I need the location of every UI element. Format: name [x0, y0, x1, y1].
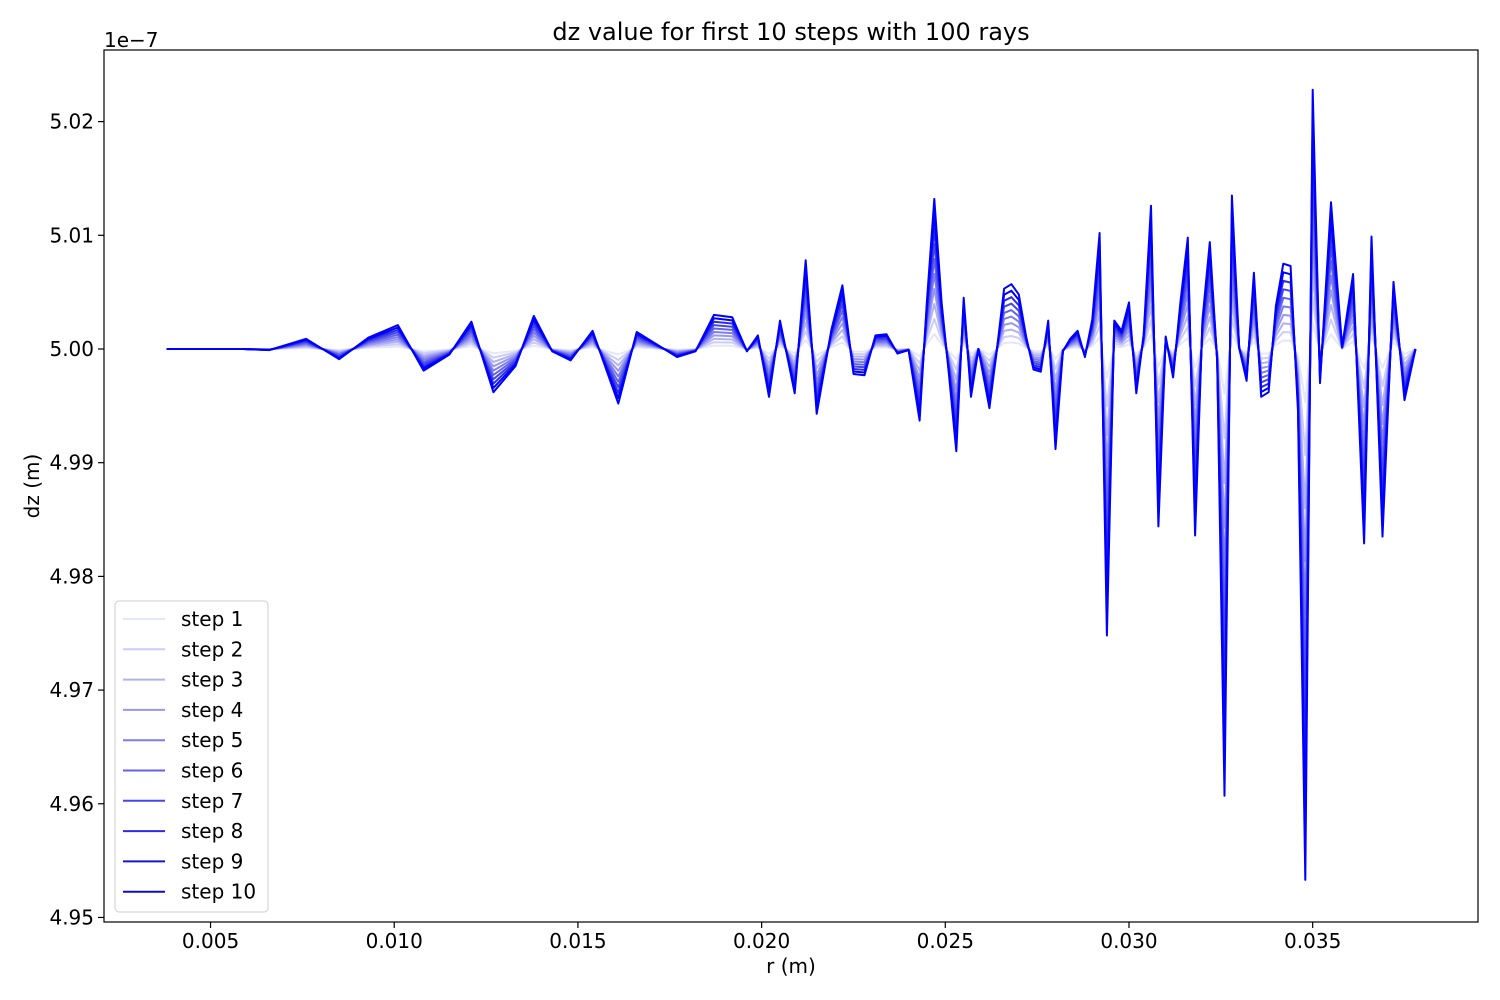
legend-label: step 1	[181, 607, 243, 631]
series-layer	[166, 88, 1417, 881]
x-axis-label: r (m)	[766, 954, 816, 978]
legend-label: step 10	[181, 880, 256, 904]
y-tick-label: 5.00	[49, 337, 94, 361]
y-axis: 4.95 4.96 4.97 4.98 4.99 5.00 5.01 5.02	[49, 110, 104, 929]
x-tick-label: 0.010	[366, 929, 423, 953]
y-tick-label: 4.99	[49, 451, 94, 475]
series-line-step-10	[166, 88, 1417, 881]
y-tick-label: 5.01	[49, 223, 94, 247]
legend-label: step 3	[181, 668, 243, 692]
legend: step 1 step 2 step 3 step 4 step 5 step 6 step…	[114, 600, 269, 913]
x-axis: 0.005 0.010 0.015 0.020 0.025 0.030 0.035	[182, 922, 1341, 953]
plot-frame	[103, 49, 1479, 923]
legend-label: step 8	[181, 819, 243, 843]
y-tick-label: 5.02	[49, 110, 94, 134]
x-tick-label: 0.030	[1100, 929, 1157, 953]
x-tick-label: 0.015	[549, 929, 606, 953]
y-tick-label: 4.95	[49, 905, 94, 929]
x-tick-label: 0.020	[733, 929, 790, 953]
chart-title: dz value for first 10 steps with 100 ray…	[552, 18, 1029, 46]
legend-label: step 6	[181, 759, 243, 783]
x-tick-label: 0.035	[1284, 929, 1341, 953]
legend-label: step 9	[181, 849, 243, 873]
y-axis-label: dz (m)	[20, 454, 44, 519]
y-offset-text: 1e−7	[104, 28, 159, 52]
x-tick-label: 0.005	[182, 929, 239, 953]
x-tick-label: 0.025	[917, 929, 974, 953]
legend-label: step 4	[181, 698, 243, 722]
legend-label: step 7	[181, 789, 243, 813]
legend-label: step 5	[181, 728, 243, 752]
y-tick-label: 4.98	[49, 564, 94, 588]
legend-label: step 2	[181, 637, 243, 661]
y-tick-label: 4.96	[49, 792, 94, 816]
y-tick-label: 4.97	[49, 678, 94, 702]
